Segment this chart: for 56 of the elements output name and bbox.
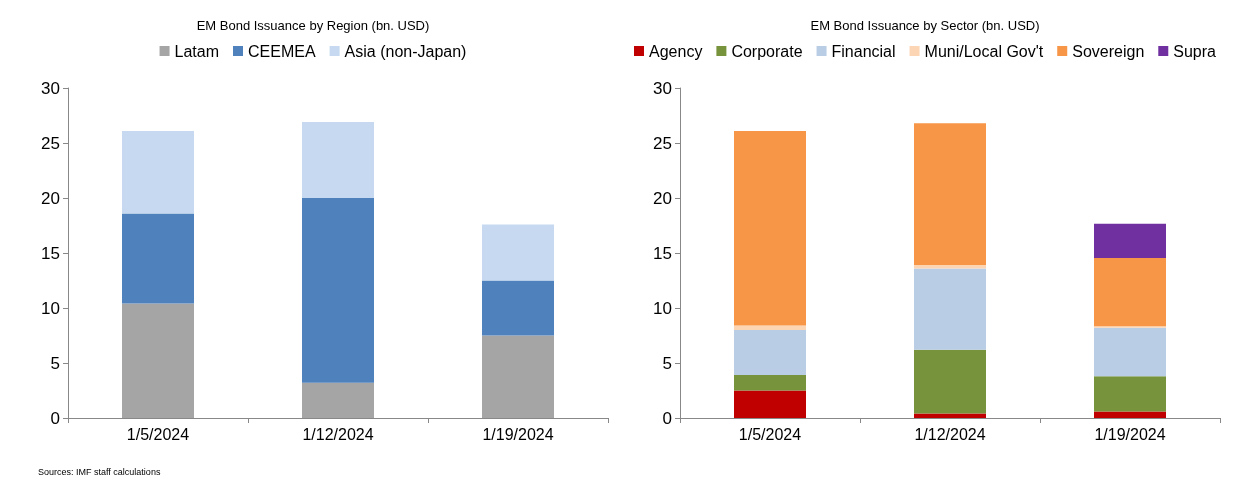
chart-title: EM Bond Issuance by Region (bn. USD) (196, 18, 430, 33)
y-tick-label: 20 (653, 188, 672, 208)
legend-label: Latam (174, 42, 220, 60)
bar (302, 122, 374, 198)
y-tick-label: 10 (653, 298, 672, 318)
legend-label: Corporate (731, 42, 803, 60)
y-tick-label: 25 (41, 133, 60, 153)
legend-label: Financial (831, 42, 896, 60)
bar (914, 349, 986, 414)
x-tick-label: 1/5/2024 (738, 425, 802, 443)
y-tick-label: 20 (41, 188, 60, 208)
y-tick-label: 10 (41, 298, 60, 318)
legend-label: Supra (1173, 42, 1217, 60)
x-tick-label: 1/19/2024 (482, 425, 554, 443)
legend-label: Sovereign (1072, 42, 1145, 60)
x-tick-label: 1/12/2024 (302, 425, 374, 443)
bar (1094, 257, 1166, 327)
chart-title: EM Bond Issuance by Sector (bn. USD) (810, 18, 1040, 33)
y-tick-label: 5 (662, 353, 672, 373)
bar (122, 130, 194, 214)
y-tick-label: 5 (50, 353, 60, 373)
bar (1094, 223, 1166, 258)
bar (734, 375, 806, 391)
bar (302, 382, 374, 418)
bar (914, 265, 986, 269)
bar (734, 130, 806, 326)
y-tick-label: 30 (653, 78, 672, 98)
x-tick-label: 1/5/2024 (126, 425, 190, 443)
legend-label: Muni/Local Gov't (924, 42, 1044, 60)
bar (1094, 411, 1166, 418)
y-tick-label: 0 (662, 408, 672, 428)
y-tick-label: 15 (41, 243, 60, 263)
bar (1094, 327, 1166, 377)
x-tick-label: 1/19/2024 (1094, 425, 1166, 443)
legend-label: Asia (non-Japan) (344, 42, 467, 60)
y-tick-label: 30 (41, 78, 60, 98)
y-tick-label: 15 (653, 243, 672, 263)
bar (734, 390, 806, 418)
legend-label: Agency (649, 42, 703, 60)
bar (482, 224, 554, 281)
y-tick-label: 25 (653, 133, 672, 153)
y-tick-label: 0 (50, 408, 60, 428)
bar (914, 413, 986, 418)
x-tick-label: 1/12/2024 (914, 425, 986, 443)
bar (734, 325, 806, 330)
bar (122, 213, 194, 304)
bar (914, 123, 986, 266)
bar (734, 330, 806, 376)
bar (482, 335, 554, 418)
bar (122, 303, 194, 418)
legend-label: CEEMEA (248, 42, 316, 60)
bar (914, 268, 986, 350)
bar (1094, 376, 1166, 412)
bar (482, 280, 554, 336)
bar (302, 198, 374, 383)
source-note: Sources: IMF staff calculations (38, 466, 161, 477)
